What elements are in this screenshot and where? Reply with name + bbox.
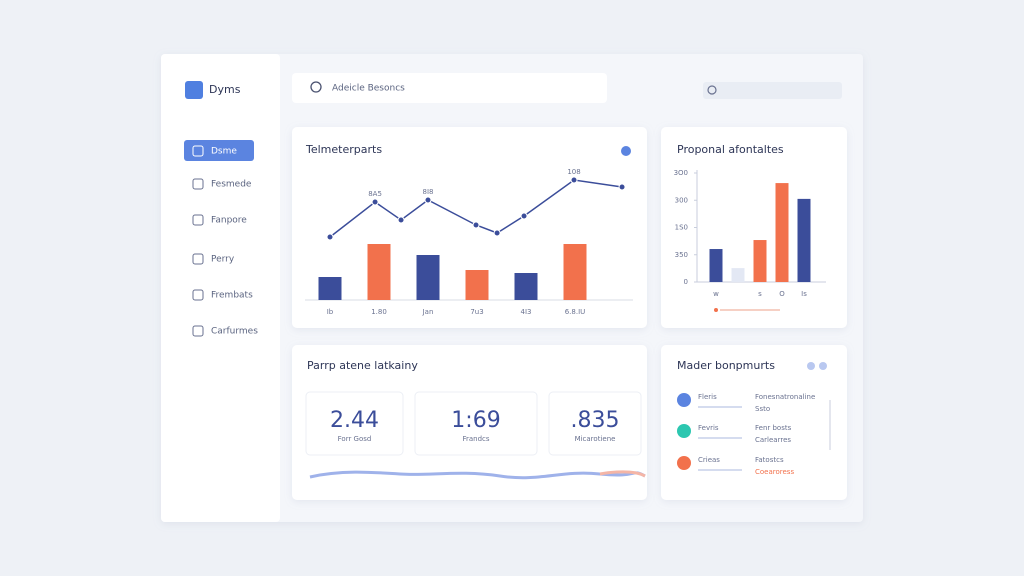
bar: [775, 183, 789, 282]
bar: [797, 198, 811, 282]
line-point: [371, 198, 379, 206]
list-detail: Fonesnatronaline: [755, 393, 815, 401]
y-tick-label: 3O0: [674, 169, 688, 177]
list-sub: Coearoress: [755, 468, 794, 476]
list-name: Crieas: [698, 456, 720, 464]
x-tick-label: s: [758, 290, 762, 298]
y-tick-label: 300: [675, 196, 688, 204]
nav-icon: [192, 145, 204, 157]
bar: [465, 270, 489, 300]
nav-icon: [192, 289, 204, 301]
card-title: Mader bonpmurts: [677, 359, 775, 372]
x-tick-label: Jan: [422, 308, 434, 316]
nav-item[interactable]: Fesmede: [211, 180, 252, 190]
x-tick-label: w: [713, 290, 719, 298]
logo: [185, 81, 203, 99]
stat-label: Micarotiene: [575, 435, 616, 443]
bar: [709, 249, 723, 282]
list-detail: Fenr bosts: [755, 424, 792, 432]
mini-search[interactable]: [703, 82, 842, 99]
line-point: [472, 221, 480, 229]
stat-label: Frandcs: [462, 435, 489, 443]
search-bar[interactable]: [292, 73, 607, 103]
card-title: Parrp atene latkainy: [307, 359, 418, 372]
line-point: [618, 183, 626, 191]
card-bars: [661, 127, 847, 328]
line-point: [424, 196, 432, 204]
annotation: 8I8: [423, 188, 434, 196]
nav-icon: [192, 325, 204, 337]
bar: [753, 240, 767, 282]
line-point: [493, 229, 501, 237]
card-title: Proponal afontaltes: [677, 143, 784, 156]
bar: [563, 244, 587, 300]
bar: [731, 268, 745, 282]
stat-box: [414, 391, 538, 456]
search-icon: [310, 81, 322, 93]
dot[interactable]: [807, 362, 815, 370]
stat-label: Forr Gosd: [338, 435, 372, 443]
app-name: Dyms: [209, 83, 241, 96]
list-icon: [677, 424, 691, 438]
nav-item[interactable]: Dsme: [211, 147, 237, 157]
list-detail: Fatostcs: [755, 456, 784, 464]
dot[interactable]: [819, 362, 827, 370]
stat-box: [548, 391, 642, 456]
sidebar: [161, 54, 280, 522]
card-title: Telmeterparts: [305, 143, 382, 156]
list-icon: [677, 393, 691, 407]
list-name: Fevris: [698, 424, 719, 432]
legend-dot: [714, 308, 718, 312]
stat-value: 1:69: [451, 408, 500, 433]
nav-icon: [192, 178, 204, 190]
nav-item[interactable]: Fanpore: [211, 216, 247, 226]
stat-value: .835: [571, 408, 620, 433]
stat-value: 2.44: [330, 408, 379, 433]
nav-icon: [192, 214, 204, 226]
y-tick-label: 0: [684, 278, 688, 286]
card-menu[interactable]: [621, 146, 631, 156]
search-placeholder: Adeicle Besoncs: [332, 84, 405, 94]
x-tick-label: 7u3: [470, 308, 483, 316]
x-tick-label: O: [779, 290, 785, 298]
list-name: Fleris: [698, 393, 717, 401]
nav-icon: [192, 253, 204, 265]
line-point: [326, 233, 334, 241]
x-tick-label: 4I3: [521, 308, 532, 316]
bar: [318, 277, 342, 300]
x-tick-label: Is: [801, 290, 807, 298]
line-point: [520, 212, 528, 220]
annotation: 8A5: [368, 190, 382, 198]
bar: [367, 244, 391, 300]
line-point: [570, 176, 578, 184]
card-list: [661, 345, 847, 500]
line-point: [397, 216, 405, 224]
list-sub: Ssto: [755, 405, 770, 413]
nav-item[interactable]: Frembats: [211, 291, 253, 301]
y-tick-label: 1S0: [675, 224, 688, 232]
annotation: 108: [567, 168, 580, 176]
bar: [514, 273, 538, 300]
x-tick-label: Ib: [327, 308, 334, 316]
list-icon: [677, 456, 691, 470]
bar: [416, 255, 440, 300]
nav-item[interactable]: Carfurmes: [211, 327, 258, 337]
nav-item[interactable]: Perry: [211, 255, 235, 265]
mini-search-icon: [707, 85, 717, 95]
stat-box: [305, 391, 404, 456]
list-sub: Carlearres: [755, 436, 791, 444]
wave: [309, 470, 646, 480]
wave-accent: [599, 470, 646, 478]
x-tick-label: 1.80: [371, 308, 387, 316]
x-tick-label: 6.8.IU: [565, 308, 586, 316]
y-tick-label: 350: [675, 251, 688, 259]
